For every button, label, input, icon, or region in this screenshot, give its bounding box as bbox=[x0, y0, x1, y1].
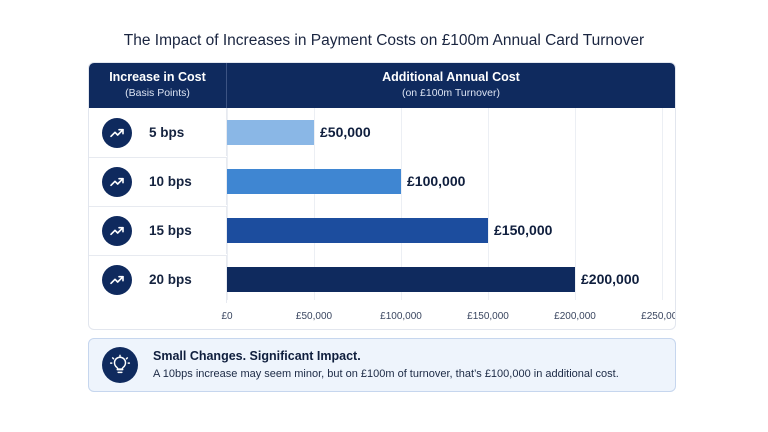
trend-up-icon bbox=[102, 166, 132, 197]
category-label: 5 bps bbox=[149, 124, 185, 140]
row-label-cell: 5 bps bbox=[89, 108, 227, 156]
table-header: Increase in Cost (Basis Points) Addition… bbox=[89, 63, 675, 108]
grid-line bbox=[488, 108, 489, 300]
data-label: £200,000 bbox=[581, 271, 640, 287]
data-label: £150,000 bbox=[494, 222, 553, 238]
data-label: £100,000 bbox=[407, 173, 466, 189]
chart-card: Increase in Cost (Basis Points) Addition… bbox=[88, 62, 676, 330]
x-tick-label: £100,000 bbox=[380, 311, 422, 322]
bar bbox=[227, 267, 575, 292]
chart-title: The Impact of Increases in Payment Costs… bbox=[123, 32, 645, 49]
bar bbox=[227, 169, 401, 194]
grid-line bbox=[662, 108, 663, 300]
trend-up-icon bbox=[102, 215, 132, 246]
x-tick-label: £0 bbox=[221, 311, 233, 322]
x-tick-label: £150,000 bbox=[467, 311, 509, 322]
row-label-cell: 10 bps bbox=[89, 157, 227, 205]
lightbulb-icon bbox=[102, 347, 138, 383]
category-label: 10 bps bbox=[149, 173, 192, 189]
row-divider bbox=[89, 255, 226, 256]
grid-line bbox=[227, 108, 228, 300]
grid-line bbox=[575, 108, 576, 300]
grid-line bbox=[401, 108, 402, 300]
header-additional-annual-cost: Additional Annual Cost (on £100m Turnove… bbox=[227, 63, 675, 108]
row-label-cell: 20 bps bbox=[89, 255, 227, 303]
header-increase-in-cost: Increase in Cost (Basis Points) bbox=[89, 63, 227, 108]
header-right-title: Additional Annual Cost bbox=[382, 70, 520, 84]
trend-up-icon bbox=[102, 117, 132, 148]
row-divider bbox=[89, 206, 226, 207]
header-left-subtitle: (Basis Points) bbox=[125, 87, 190, 99]
callout-box: Small Changes. Significant Impact. A 10b… bbox=[88, 338, 676, 392]
header-left-title: Increase in Cost bbox=[109, 70, 206, 84]
category-label: 15 bps bbox=[149, 222, 192, 238]
bar bbox=[227, 218, 488, 243]
x-tick-label: £200,000 bbox=[554, 311, 596, 322]
row-label-cell: 15 bps bbox=[89, 206, 227, 254]
callout-text: A 10bps increase may seem minor, but on … bbox=[153, 368, 619, 380]
grid-line bbox=[314, 108, 315, 300]
row-divider bbox=[89, 157, 226, 158]
trend-up-icon bbox=[102, 264, 132, 295]
header-right-subtitle: (on £100m Turnover) bbox=[401, 87, 501, 99]
callout-title: Small Changes. Significant Impact. bbox=[153, 349, 361, 363]
x-tick-label: £50,000 bbox=[295, 311, 333, 322]
x-tick-label: £250,000 bbox=[641, 311, 675, 322]
category-label: 20 bps bbox=[149, 271, 192, 287]
data-label: £50,000 bbox=[320, 124, 371, 140]
bar bbox=[227, 120, 314, 145]
